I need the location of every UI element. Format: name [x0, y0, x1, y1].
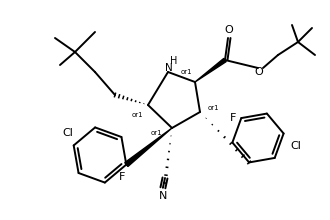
- Text: N: N: [159, 191, 167, 201]
- Text: F: F: [230, 113, 236, 123]
- Text: or1: or1: [181, 69, 193, 75]
- Text: Cl: Cl: [62, 128, 73, 138]
- Text: or1: or1: [208, 105, 220, 111]
- Text: H: H: [170, 56, 178, 66]
- Text: or1: or1: [131, 112, 143, 118]
- Text: O: O: [255, 67, 263, 77]
- Polygon shape: [195, 58, 226, 82]
- Text: F: F: [119, 172, 125, 182]
- Polygon shape: [125, 128, 172, 167]
- Text: or1: or1: [150, 130, 162, 136]
- Text: N: N: [165, 63, 173, 73]
- Text: O: O: [225, 25, 233, 35]
- Text: Cl: Cl: [290, 141, 301, 151]
